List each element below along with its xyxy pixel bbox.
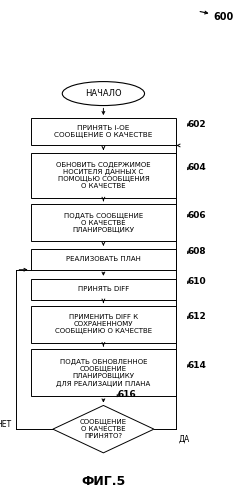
- Bar: [31, 349, 176, 396]
- Polygon shape: [53, 405, 154, 453]
- Text: 604: 604: [188, 163, 207, 173]
- Text: 610: 610: [188, 277, 207, 286]
- Bar: [31, 305, 176, 343]
- Text: 606: 606: [188, 211, 207, 220]
- Bar: [31, 249, 176, 269]
- Text: 600: 600: [214, 12, 234, 22]
- Text: ПОДАТЬ СООБЩЕНИЕ
О КАЧЕСТВЕ
ПЛАНИРОВЩИКУ: ПОДАТЬ СООБЩЕНИЕ О КАЧЕСТВЕ ПЛАНИРОВЩИКУ: [64, 213, 143, 233]
- Bar: [31, 278, 176, 299]
- Text: 612: 612: [188, 312, 207, 321]
- Text: ПОДАТЬ ОБНОВЛЕННОЕ
СООБЩЕНИЕ
ПЛАНИРОВЩИКУ
ДЛЯ РЕАЛИЗАЦИИ ПЛАНА: ПОДАТЬ ОБНОВЛЕННОЕ СООБЩЕНИЕ ПЛАНИРОВЩИК…: [56, 359, 151, 387]
- Text: 616: 616: [118, 390, 136, 400]
- Text: ДА: ДА: [179, 434, 190, 443]
- Text: РЕАЛИЗОВАТЬ ПЛАН: РЕАЛИЗОВАТЬ ПЛАН: [66, 256, 141, 262]
- Text: ПРИНЯТЬ DIFF: ПРИНЯТЬ DIFF: [78, 286, 129, 292]
- Text: СООБЩЕНИЕ
О КАЧЕСТВЕ
ПРИНЯТО?: СООБЩЕНИЕ О КАЧЕСТВЕ ПРИНЯТО?: [80, 419, 127, 439]
- Text: ФИГ.5: ФИГ.5: [81, 475, 125, 488]
- Text: ПРИНЯТЬ i-ОЕ
СООБЩЕНИЕ О КАЧЕСТВЕ: ПРИНЯТЬ i-ОЕ СООБЩЕНИЕ О КАЧЕСТВЕ: [54, 125, 153, 138]
- Text: ПРИМЕНИТЬ DIFF К
СОХРАНЕННОМУ
СООБЩЕНИЮ О КАЧЕСТВЕ: ПРИМЕНИТЬ DIFF К СОХРАНЕННОМУ СООБЩЕНИЮ …: [55, 314, 152, 334]
- Text: 602: 602: [188, 120, 207, 129]
- Text: 614: 614: [188, 361, 207, 370]
- Text: НАЧАЛО: НАЧАЛО: [85, 89, 122, 98]
- Text: 608: 608: [188, 247, 207, 256]
- Bar: [31, 153, 176, 198]
- Text: НЕТ: НЕТ: [0, 420, 12, 429]
- Bar: [31, 118, 176, 146]
- Ellipse shape: [62, 81, 145, 105]
- Bar: [31, 204, 176, 241]
- Text: ОБНОВИТЬ СОДЕРЖИМОЕ
НОСИТЕЛЯ ДАННЫХ С
ПОМОЩЬЮ СООБЩЕНИЯ
О КАЧЕСТВЕ: ОБНОВИТЬ СОДЕРЖИМОЕ НОСИТЕЛЯ ДАННЫХ С ПО…: [56, 162, 151, 189]
